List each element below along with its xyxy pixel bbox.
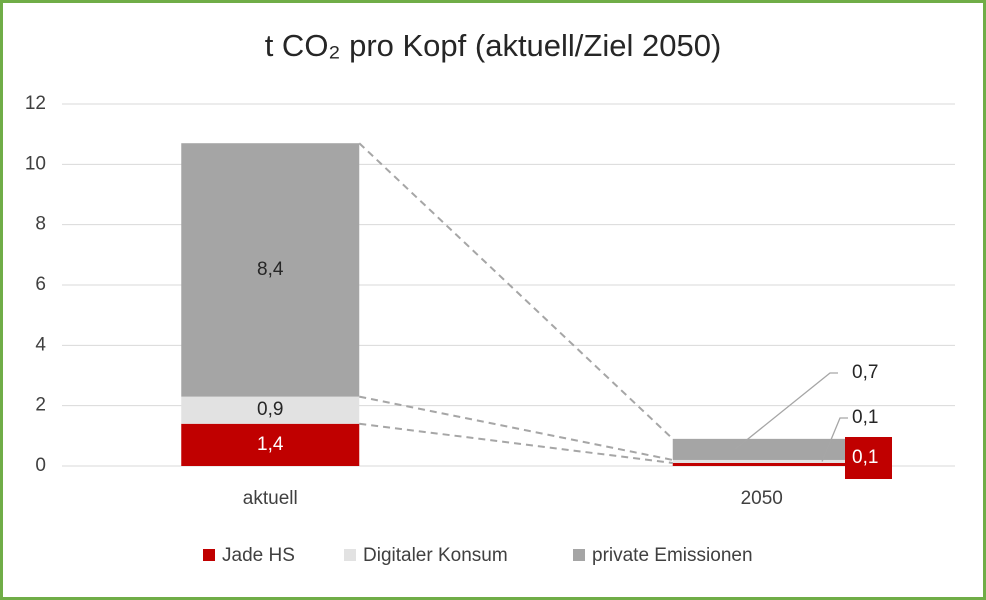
- legend-swatch: [573, 549, 585, 561]
- x-tick-label: 2050: [741, 488, 783, 509]
- bar-segment: [672, 462, 851, 466]
- legend-swatch: [344, 549, 356, 561]
- y-tick-label: 0: [35, 455, 46, 476]
- data-label: 8,4: [257, 259, 284, 280]
- connector: [359, 422, 673, 464]
- bar-segment: [181, 423, 360, 466]
- legend-label: private Emissionen: [592, 545, 753, 566]
- y-tick-label: 2: [35, 395, 46, 416]
- data-label: 0,1: [852, 407, 878, 428]
- data-label: 0,7: [852, 362, 878, 383]
- bar-segment: [181, 396, 360, 424]
- leader-line: [734, 372, 838, 450]
- connector: [359, 395, 673, 461]
- leader-line: [821, 417, 848, 462]
- bar-segment: [181, 143, 360, 397]
- y-tick-label: 8: [35, 214, 46, 235]
- legend-label: Jade HS: [222, 545, 295, 566]
- legend-label: Digitaler Konsum: [363, 545, 508, 566]
- x-tick-label: aktuell: [243, 488, 298, 509]
- bar-segment: [672, 459, 851, 463]
- y-tick-label: 12: [25, 93, 46, 114]
- legend-swatch: [203, 549, 215, 561]
- y-tick-label: 6: [35, 274, 46, 295]
- bar-segment: [672, 438, 851, 460]
- data-label: 1,4: [257, 434, 284, 455]
- data-label: 0,9: [257, 399, 283, 420]
- chart-title: t CO₂ pro Kopf (aktuell/Ziel 2050): [265, 28, 722, 63]
- data-label: 0,1: [852, 447, 878, 468]
- label-box: [845, 437, 892, 479]
- y-tick-label: 10: [25, 153, 46, 174]
- y-tick-label: 4: [35, 334, 46, 355]
